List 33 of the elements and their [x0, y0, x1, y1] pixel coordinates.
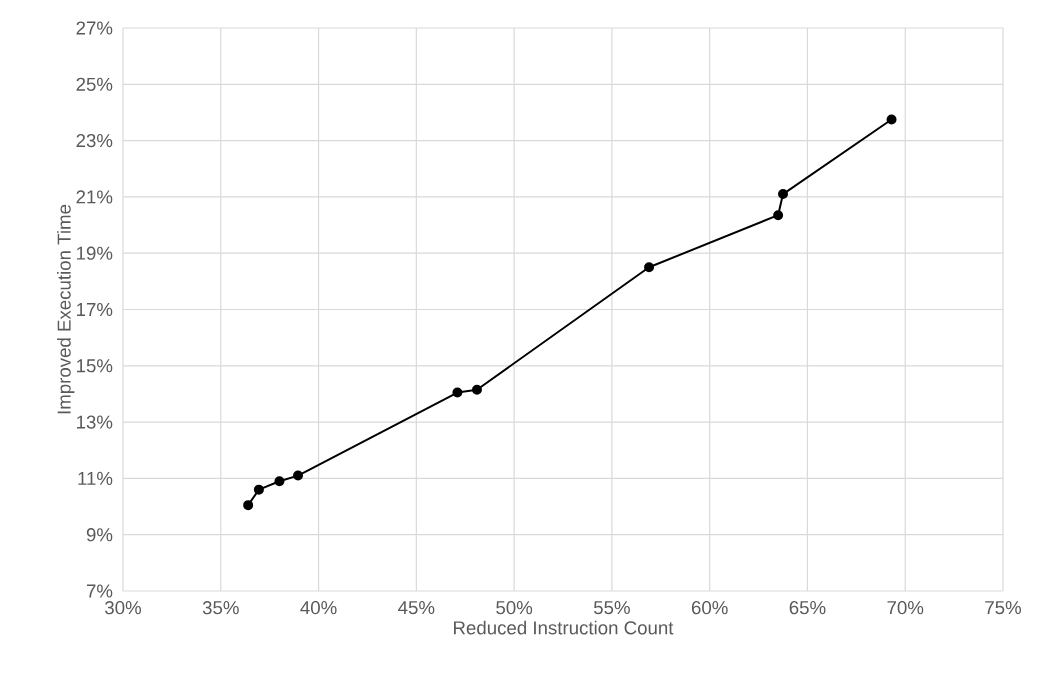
point — [644, 262, 655, 273]
y-axis-title: Improved Execution Time — [57, 204, 75, 414]
point — [471, 384, 482, 395]
x-tick-label: 75% — [985, 601, 1022, 615]
x-tick-label: 45% — [398, 601, 435, 615]
point — [886, 114, 897, 125]
point — [253, 484, 264, 495]
point — [773, 210, 784, 221]
y-tick-label: 19% — [77, 246, 113, 260]
point — [452, 387, 463, 398]
x-tick-label: 60% — [691, 601, 728, 615]
x-tick-label: 55% — [593, 601, 630, 615]
point — [778, 189, 789, 200]
point — [243, 500, 254, 511]
y-tick-label: 17% — [77, 302, 113, 317]
y-tick-label: 9% — [86, 528, 113, 542]
y-tick-label: 13% — [77, 415, 113, 429]
x-axis-title: Reduced Instruction Count — [454, 620, 674, 635]
x-tick-label: 40% — [300, 601, 337, 615]
y-tick-label: 27% — [76, 21, 113, 35]
point — [293, 470, 304, 481]
x-tick-label: 65% — [789, 601, 826, 615]
x-tick-label: 50% — [496, 601, 533, 615]
point — [274, 476, 285, 487]
x-tick-label: 30% — [105, 601, 142, 615]
y-tick-label: 21% — [76, 190, 113, 204]
y-tick-label: 15% — [77, 359, 113, 373]
x-tick-label: 35% — [202, 601, 239, 615]
y-tick-label: 7% — [86, 584, 113, 598]
y-tick-label: 23% — [76, 133, 113, 148]
x-tick-label: 70% — [887, 601, 924, 615]
y-tick-label: 11% — [78, 471, 113, 485]
y-tick-label: 25% — [76, 77, 113, 91]
